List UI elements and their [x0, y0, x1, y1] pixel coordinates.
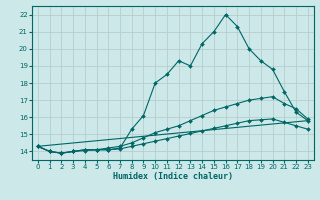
X-axis label: Humidex (Indice chaleur): Humidex (Indice chaleur) [113, 172, 233, 181]
